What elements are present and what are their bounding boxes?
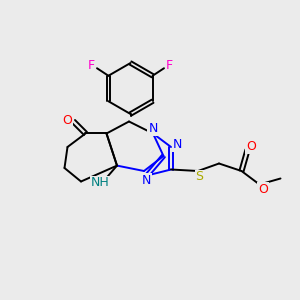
- Text: NH: NH: [91, 176, 110, 190]
- Text: N: N: [142, 174, 151, 188]
- Text: N: N: [148, 122, 158, 135]
- Text: S: S: [196, 170, 203, 184]
- Text: F: F: [88, 59, 95, 72]
- Text: O: O: [62, 113, 72, 127]
- Text: F: F: [166, 59, 173, 72]
- Text: O: O: [246, 140, 256, 153]
- Text: O: O: [258, 183, 268, 196]
- Text: N: N: [173, 138, 182, 151]
